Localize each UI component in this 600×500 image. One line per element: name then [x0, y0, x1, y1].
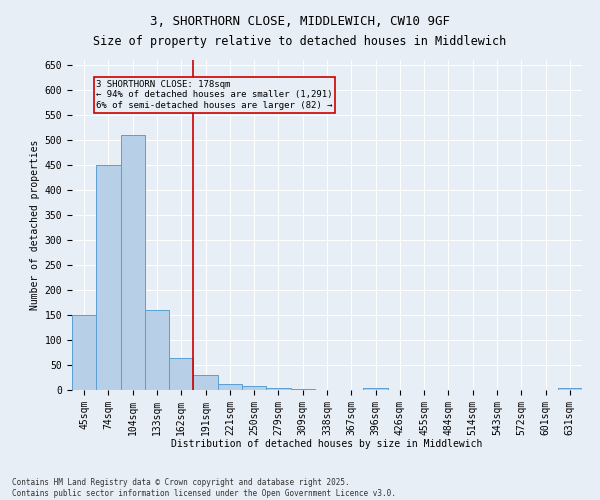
Bar [96, 165, 121, 390]
Bar [121, 135, 145, 390]
Bar [290, 388, 315, 390]
Bar [218, 384, 242, 390]
Text: 3, SHORTHORN CLOSE, MIDDLEWICH, CW10 9GF: 3, SHORTHORN CLOSE, MIDDLEWICH, CW10 9GF [150, 15, 450, 28]
Bar [72, 315, 96, 390]
Bar [242, 386, 266, 390]
Y-axis label: Number of detached properties: Number of detached properties [31, 140, 40, 310]
Bar [364, 388, 388, 390]
Text: Contains HM Land Registry data © Crown copyright and database right 2025.
Contai: Contains HM Land Registry data © Crown c… [12, 478, 396, 498]
Bar [145, 310, 169, 390]
Bar [193, 375, 218, 390]
Bar [169, 358, 193, 390]
X-axis label: Distribution of detached houses by size in Middlewich: Distribution of detached houses by size … [172, 439, 482, 449]
Bar [558, 388, 582, 390]
Text: Size of property relative to detached houses in Middlewich: Size of property relative to detached ho… [94, 35, 506, 48]
Bar [266, 388, 290, 390]
Text: 3 SHORTHORN CLOSE: 178sqm
← 94% of detached houses are smaller (1,291)
6% of sem: 3 SHORTHORN CLOSE: 178sqm ← 94% of detac… [96, 80, 333, 110]
